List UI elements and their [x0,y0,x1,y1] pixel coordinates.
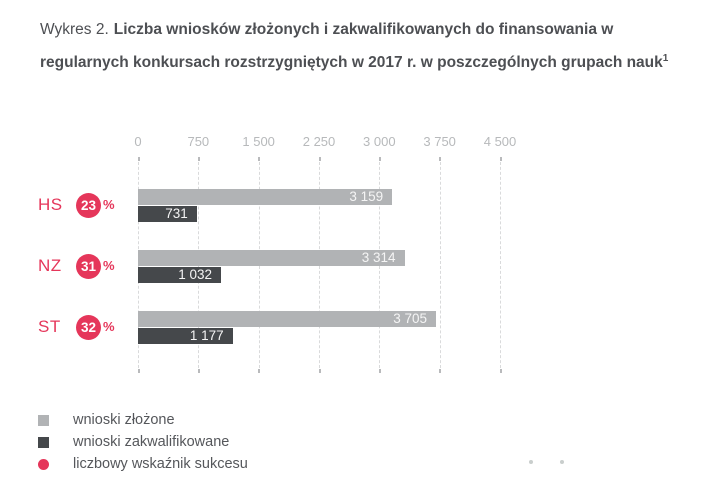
category-hs: HS 23 % [38,192,115,218]
x-axis-tick: 750 [187,134,210,149]
bar-value-label: 3 705 [393,311,428,326]
decorative-dot [529,460,533,464]
bar-value-label: 3 159 [349,189,384,204]
bar-group-hs: 3 159 731 [138,189,500,222]
bar-submitted-nz: 3 314 [138,250,405,266]
x-axis-tick: 1 500 [242,134,275,149]
percent-sign: % [103,257,115,273]
legend-label: wnioski złożone [73,412,175,428]
bar-value-label: 1 032 [178,267,213,282]
success-rate-badge: 32 [76,314,101,340]
footnote-marker: 1 [662,53,669,64]
bar-submitted-st: 3 705 [138,311,437,327]
x-axis-tick-labels: 0 750 1 500 2 250 3 000 3 750 4 500 [134,134,516,150]
x-axis-tick: 3 000 [363,134,396,149]
success-rate-badge: 31 [76,253,101,279]
legend-swatch-circle-icon [38,458,49,470]
plot-area: 3 159 731 3 314 1 032 3 705 1 177 [137,157,502,373]
percent-sign: % [103,318,115,334]
bar-qualified-st: 1 177 [138,328,233,344]
legend-label: liczbowy wskaźnik sukcesu [73,456,248,472]
legend-label: wnioski zakwalifikowane [73,434,230,450]
bar-value-label: 3 314 [361,250,396,265]
chart-title-prefix: Wykres 2. [40,21,109,38]
category-label: ST [38,317,61,336]
x-axis-tick: 0 [134,134,142,149]
legend: wnioski złożone wnioski zakwalifikowane … [38,409,248,475]
percent-sign: % [103,196,115,212]
gridline [499,157,502,373]
bar-group-st: 3 705 1 177 [138,311,500,344]
legend-item-qualified: wnioski zakwalifikowane [38,431,248,453]
bar-qualified-hs: 731 [138,206,197,222]
bar-group-nz: 3 314 1 032 [138,250,500,283]
category-label: HS [38,195,63,214]
x-axis-tick: 4 500 [483,134,517,149]
legend-swatch-square-icon [38,436,49,448]
legend-item-success-rate: liczbowy wskaźnik sukcesu [38,453,248,475]
bar-qualified-nz: 1 032 [138,267,222,283]
legend-item-submitted: wnioski złożone [38,409,248,431]
bar-submitted-hs: 3 159 [138,189,393,205]
chart-title: Wykres 2. Liczba wniosków złożonych i zak… [40,15,700,77]
bar-value-label: 1 177 [189,328,224,343]
category-nz: NZ 31 % [38,253,115,279]
x-axis-tick: 3 750 [423,134,456,149]
legend-swatch-square-icon [38,414,49,426]
x-axis-tick: 2 250 [302,134,336,149]
decorative-dot [560,460,564,464]
chart-title-text: Liczba wniosków złożonych i zakwalifikow… [40,21,663,72]
success-rate-badge: 23 [76,192,101,218]
category-st: ST 32 % [38,314,115,340]
gridline [439,157,442,373]
bar-value-label: 731 [165,206,188,221]
category-label: NZ [38,256,62,275]
